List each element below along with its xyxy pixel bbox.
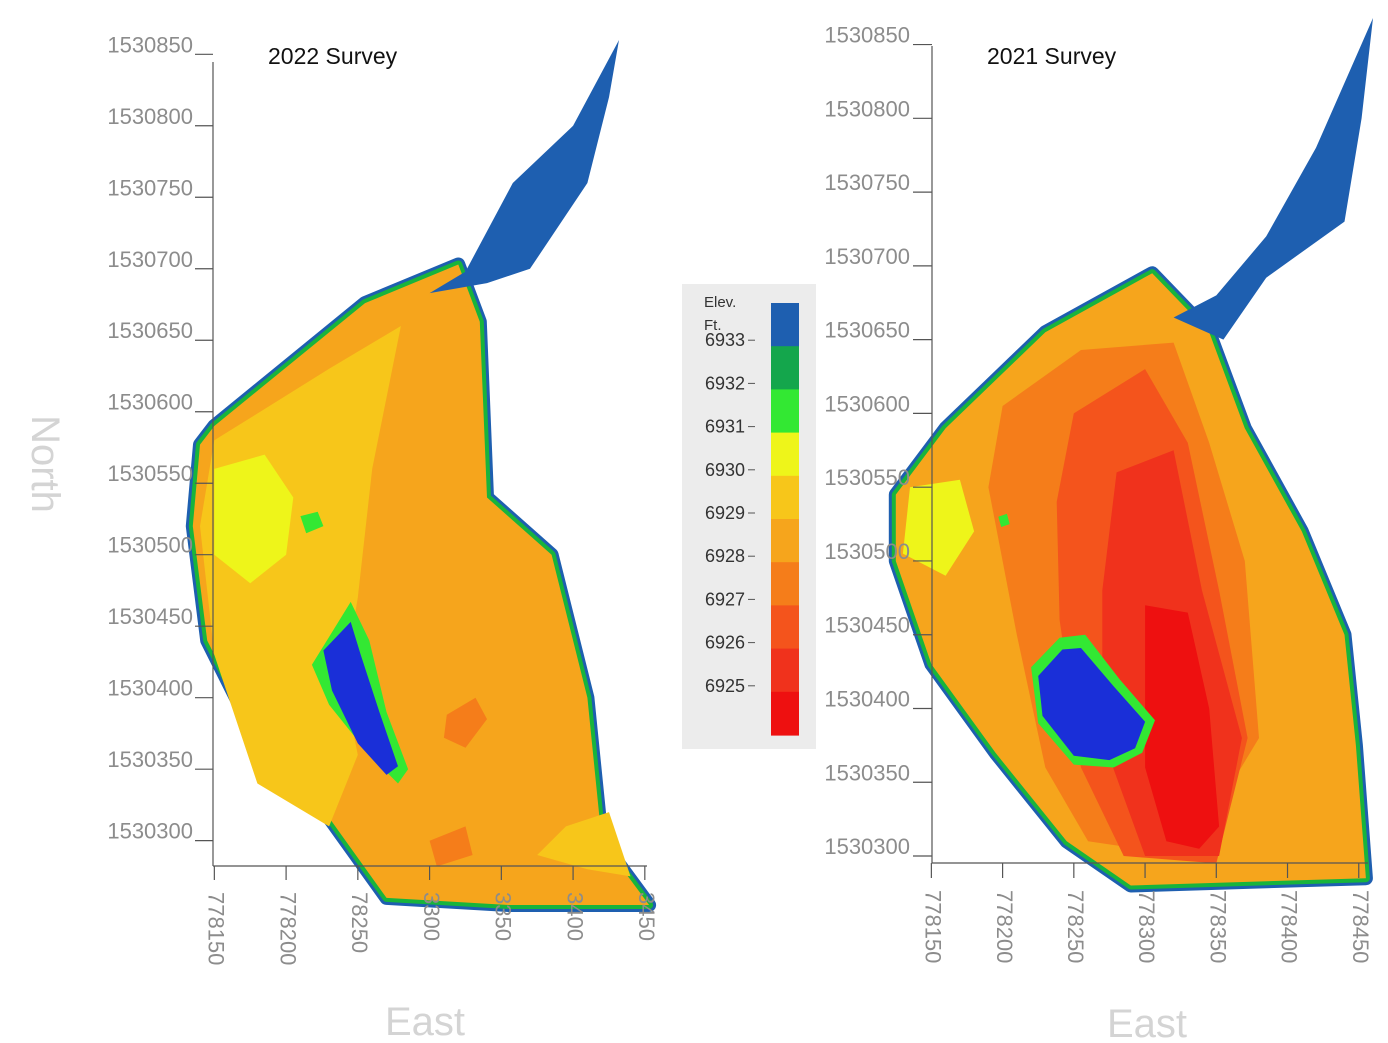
elevation-zone-6933 bbox=[1173, 18, 1373, 340]
legend-label: 6932 bbox=[705, 373, 745, 393]
legend-label: 6929 bbox=[705, 503, 745, 523]
x-tick-label: 778350 bbox=[1205, 890, 1230, 963]
x-axis-title: East bbox=[1107, 1002, 1187, 1043]
y-tick-label: 1530500 bbox=[824, 539, 910, 564]
legend-label: 6926 bbox=[705, 633, 745, 653]
elevation-zone-6933 bbox=[323, 621, 398, 775]
legend-labels: 6933 6932 6931 6930 6929 6928 6927 6926 6925 bbox=[705, 330, 755, 696]
y-tick-label: 1530600 bbox=[824, 391, 910, 416]
elevation-zones-2021 bbox=[888, 18, 1373, 893]
y-axis-title: North bbox=[23, 415, 67, 513]
x-tick-label: 778300 bbox=[1134, 890, 1159, 963]
y-tick-label: 1530300 bbox=[824, 834, 910, 859]
legend-label: 6930 bbox=[705, 460, 745, 480]
x-tick-label: 778450 bbox=[1348, 890, 1373, 963]
legend-title-line2: Ft. bbox=[704, 317, 722, 334]
y-tick-label: 1530750 bbox=[107, 175, 193, 200]
elevation-zone-6933 bbox=[429, 40, 619, 294]
chart-title: 2022 Survey bbox=[268, 43, 398, 69]
x-axis-title: East bbox=[385, 1000, 465, 1043]
elevation-zone-6932 bbox=[300, 511, 324, 534]
y-tick-label: 1530450 bbox=[824, 613, 910, 638]
axes-2021: 1530850 1530800 1530750 1530700 1530650 15306… bbox=[824, 23, 1373, 964]
elevation-zones-2022 bbox=[185, 40, 657, 912]
elevation-zone-6928 bbox=[443, 697, 487, 748]
elevation-legend: Elev. Ft. 693369326931693069296928692769… bbox=[682, 284, 816, 749]
y-tick-label: 1530350 bbox=[824, 760, 910, 785]
legend-band-6929 bbox=[771, 519, 799, 563]
y-tick-label: 1530800 bbox=[107, 104, 193, 129]
y-tick-label: 1530400 bbox=[107, 676, 193, 701]
y-tick-label: 1530850 bbox=[824, 23, 910, 48]
axes-2022: 1530850 1530800 1530750 1530700 1530650 15306… bbox=[107, 32, 659, 965]
elevation-zone-6930 bbox=[537, 812, 631, 877]
chart-2022-survey: 1530850 1530800 1530750 1530700 1530650 15306… bbox=[23, 32, 659, 1043]
legend-label: 6925 bbox=[705, 676, 745, 696]
y-tick-label: 1530750 bbox=[824, 170, 910, 195]
y-tick-label: 1530800 bbox=[824, 96, 910, 121]
elevation-zone-6933 bbox=[1038, 648, 1146, 761]
y-tick-label: 1530600 bbox=[107, 390, 193, 415]
y-tick-label: 1530300 bbox=[107, 819, 193, 844]
legend-label: 6927 bbox=[705, 589, 745, 609]
y-tick-label: 1530700 bbox=[824, 244, 910, 269]
y-tick-label: 1530550 bbox=[107, 461, 193, 486]
legend-band-6928 bbox=[771, 562, 799, 606]
legend-band-6931 bbox=[771, 432, 799, 477]
x-tick-label: 3300 bbox=[419, 892, 444, 941]
chart-2021-survey: 1530850 1530800 1530750 1530700 1530650 15306… bbox=[824, 18, 1373, 1043]
elevation-zone-6932 bbox=[998, 513, 1010, 527]
x-tick-label: 778400 bbox=[1277, 890, 1302, 963]
elevation-zone-6925 bbox=[1145, 605, 1220, 849]
y-tick-label: 1530700 bbox=[107, 247, 193, 272]
x-tick-label: 3450 bbox=[634, 892, 659, 941]
x-tick-label: 778250 bbox=[1063, 890, 1088, 963]
elevation-zone-6930 bbox=[200, 326, 401, 827]
y-tick-label: 1530650 bbox=[824, 318, 910, 343]
x-tick-label: 778200 bbox=[992, 890, 1017, 963]
x-tick-label: 778150 bbox=[921, 890, 946, 963]
y-tick-label: 1530650 bbox=[107, 318, 193, 343]
legend-band-6925 bbox=[771, 691, 799, 736]
x-tick-label: 778150 bbox=[204, 892, 229, 965]
legend-color-bar bbox=[771, 303, 799, 736]
legend-label: 6933 bbox=[705, 330, 745, 350]
chart-title: 2021 Survey bbox=[987, 43, 1117, 69]
elevation-zone-6931 bbox=[902, 479, 975, 576]
legend-band-6934 bbox=[771, 303, 799, 347]
elevation-zone-6928 bbox=[429, 826, 473, 867]
x-tick-label: 3400 bbox=[562, 892, 587, 941]
elevation-zone-6931 bbox=[214, 454, 294, 584]
x-tick-label: 78250 bbox=[347, 892, 372, 953]
y-tick-label: 1530350 bbox=[107, 747, 193, 772]
y-tick-label: 1530550 bbox=[824, 465, 910, 490]
legend-band-6926 bbox=[771, 648, 799, 693]
legend-label: 6931 bbox=[705, 417, 745, 437]
y-tick-label: 1530850 bbox=[107, 32, 193, 57]
legend-band-6932 bbox=[771, 389, 799, 434]
legend-band-6927 bbox=[771, 605, 799, 650]
legend-band-6933 bbox=[771, 346, 799, 390]
x-tick-label: 778200 bbox=[275, 892, 300, 965]
y-tick-label: 1530450 bbox=[107, 604, 193, 629]
legend-label: 6928 bbox=[705, 546, 745, 566]
y-tick-label: 1530400 bbox=[824, 686, 910, 711]
y-tick-label: 1530500 bbox=[107, 533, 193, 558]
legend-title-line1: Elev. bbox=[704, 294, 736, 311]
x-tick-label: 3350 bbox=[491, 892, 516, 941]
legend-band-6930 bbox=[771, 475, 799, 520]
